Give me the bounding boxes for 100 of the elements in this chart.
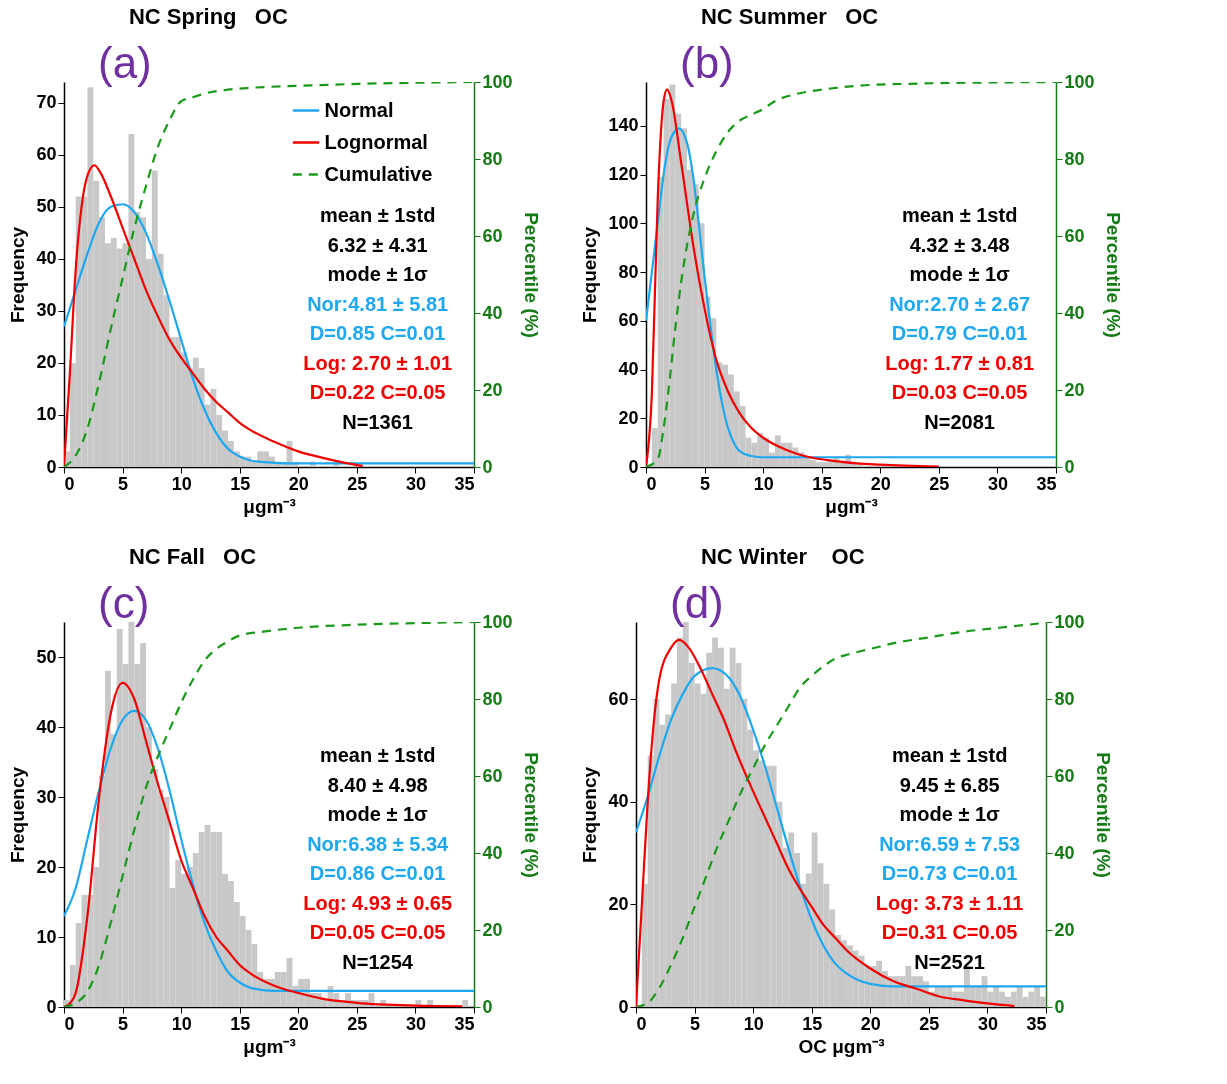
y-axis-title: Frequency bbox=[579, 226, 601, 324]
y-tick-label: 70 bbox=[36, 92, 57, 113]
x-tick-label: 35 bbox=[1036, 473, 1057, 494]
x-tick-label: 35 bbox=[1026, 1013, 1047, 1034]
annotation: Log: 1.77 ± 0.81 bbox=[885, 351, 1035, 374]
annotation: D=0.22 C=0.05 bbox=[309, 381, 446, 403]
y-tick-label: 60 bbox=[36, 144, 57, 165]
x-tick-label: 15 bbox=[230, 1013, 251, 1034]
x-tick-label: 5 bbox=[690, 1013, 701, 1034]
x-tick-label: 15 bbox=[812, 473, 833, 494]
line-series bbox=[636, 667, 1046, 988]
x-tick-label: 35 bbox=[454, 473, 475, 494]
y-tick-label: 10 bbox=[36, 926, 57, 947]
y2-tick-label: 80 bbox=[482, 148, 503, 169]
y2-tick-label: 100 bbox=[482, 71, 513, 92]
annotation: N=2521 bbox=[914, 950, 985, 973]
y2-axis-title: Percentile (%) bbox=[520, 752, 542, 878]
y2-tick-label: 80 bbox=[482, 688, 503, 709]
y-axis-title: Frequency bbox=[7, 766, 29, 864]
y2-tick-label: 100 bbox=[1064, 71, 1095, 92]
y2-tick-label: 0 bbox=[482, 996, 493, 1017]
y-axis-title: Frequency bbox=[579, 766, 601, 864]
y-tick-label: 30 bbox=[36, 786, 57, 807]
chart-title: NC Spring OC bbox=[128, 4, 288, 29]
annotation: 8.40 ± 4.98 bbox=[327, 773, 428, 796]
y-tick-label: 0 bbox=[628, 456, 639, 477]
annotation: (b) bbox=[680, 38, 734, 87]
line-series bbox=[64, 203, 474, 465]
x-tick-label: 30 bbox=[405, 1013, 426, 1034]
annotation: D=0.73 C=0.01 bbox=[881, 862, 1018, 884]
annotation: D=0.03 C=0.05 bbox=[891, 381, 1028, 403]
annotation: Log: 3.73 ± 1.11 bbox=[875, 891, 1024, 914]
y-axis-title: Frequency bbox=[7, 226, 29, 324]
annotation: mode ± 1σ bbox=[327, 263, 429, 285]
legend-label: Lognormal bbox=[324, 130, 428, 153]
y-tick-label: 80 bbox=[618, 261, 639, 282]
annotation: Log: 2.70 ± 1.01 bbox=[303, 351, 453, 374]
annotation: 9.45 ± 6.85 bbox=[899, 773, 1000, 796]
y-tick-label: 40 bbox=[36, 716, 57, 737]
y-tick-label: 120 bbox=[608, 164, 639, 185]
annotation: 4.32 ± 3.48 bbox=[909, 233, 1010, 256]
annotation: mode ± 1σ bbox=[909, 263, 1011, 285]
annotation: Nor:2.70 ± 2.67 bbox=[889, 292, 1031, 315]
annotation: mean ± 1std bbox=[319, 744, 436, 766]
y-tick-label: 60 bbox=[618, 310, 639, 331]
x-tick-label: 20 bbox=[288, 1013, 309, 1034]
legend-label: Normal bbox=[324, 98, 394, 121]
y-tick-label: 20 bbox=[36, 856, 57, 877]
y2-tick-label: 60 bbox=[1054, 765, 1075, 786]
y-tick-label: 50 bbox=[36, 196, 57, 217]
x-tick-label: 15 bbox=[802, 1013, 823, 1034]
y2-tick-label: 0 bbox=[1054, 996, 1065, 1017]
x-tick-label: 5 bbox=[700, 473, 711, 494]
annotation: mean ± 1std bbox=[901, 204, 1018, 226]
annotation: mode ± 1σ bbox=[899, 803, 1001, 825]
y-tick-label: 100 bbox=[608, 212, 639, 233]
annotation: mode ± 1σ bbox=[327, 803, 429, 825]
chart-title: NC Fall OC bbox=[128, 544, 257, 569]
y-tick-label: 0 bbox=[46, 996, 57, 1017]
annotation: mean ± 1std bbox=[891, 744, 1008, 766]
x-axis-title: OC μgm⁻³ bbox=[798, 1035, 885, 1057]
x-tick-label: 10 bbox=[171, 473, 192, 494]
y2-tick-label: 100 bbox=[482, 611, 513, 632]
annotation: 6.32 ± 4.31 bbox=[327, 233, 428, 256]
y2-tick-label: 80 bbox=[1064, 148, 1085, 169]
x-tick-label: 30 bbox=[405, 473, 426, 494]
x-tick-label: 0 bbox=[64, 1013, 75, 1034]
annotation: Nor:6.59 ± 7.53 bbox=[879, 832, 1021, 855]
annotation: N=2081 bbox=[924, 410, 995, 433]
x-tick-label: 15 bbox=[230, 473, 251, 494]
x-tick-label: 0 bbox=[64, 473, 75, 494]
annotation: (c) bbox=[98, 578, 150, 627]
y2-tick-label: 40 bbox=[1064, 302, 1085, 323]
annotation: N=1361 bbox=[342, 410, 413, 433]
y-tick-label: 40 bbox=[608, 791, 629, 812]
y2-tick-label: 0 bbox=[482, 456, 493, 477]
y-tick-label: 0 bbox=[46, 456, 57, 477]
annotation: D=0.31 C=0.05 bbox=[881, 921, 1018, 943]
annotation: D=0.05 C=0.05 bbox=[309, 921, 446, 943]
y-tick-label: 20 bbox=[608, 893, 629, 914]
annotation: Log: 4.93 ± 0.65 bbox=[303, 891, 453, 914]
x-tick-label: 20 bbox=[288, 473, 309, 494]
y-tick-label: 0 bbox=[618, 996, 629, 1017]
y-tick-label: 10 bbox=[36, 404, 57, 425]
y-tick-label: 20 bbox=[618, 407, 639, 428]
annotation: D=0.85 C=0.01 bbox=[309, 322, 446, 344]
x-axis-title: μgm⁻³ bbox=[243, 1035, 296, 1057]
x-tick-label: 30 bbox=[987, 473, 1008, 494]
y2-tick-label: 20 bbox=[1054, 919, 1075, 940]
y2-tick-label: 40 bbox=[482, 302, 503, 323]
x-tick-label: 25 bbox=[347, 473, 368, 494]
y2-tick-label: 40 bbox=[482, 842, 503, 863]
x-tick-label: 10 bbox=[753, 473, 774, 494]
x-tick-label: 30 bbox=[977, 1013, 998, 1034]
y2-tick-label: 60 bbox=[1064, 225, 1085, 246]
legend-label: Cumulative bbox=[324, 162, 433, 185]
x-axis-title: μgm⁻³ bbox=[243, 495, 296, 517]
annotation: mean ± 1std bbox=[319, 204, 436, 226]
y2-axis-title: Percentile (%) bbox=[1092, 752, 1114, 878]
y2-axis-title: Percentile (%) bbox=[520, 212, 542, 338]
